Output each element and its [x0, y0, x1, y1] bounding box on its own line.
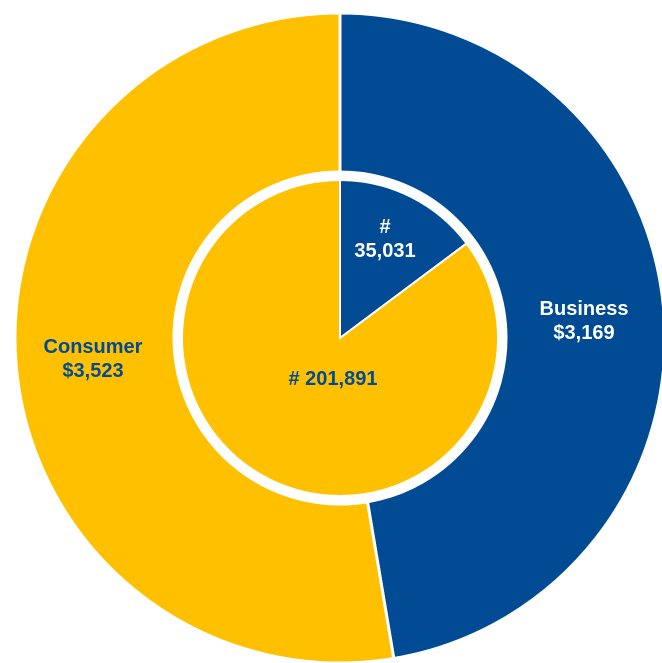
inner-label-business: #35,031: [354, 216, 415, 262]
ring-separator: [173, 171, 507, 505]
inner-slice-business: [339, 178, 468, 340]
outer-label-business: Business $3,169: [540, 298, 629, 344]
inner-slice-consumer: [181, 178, 499, 497]
outer-label-consumer: Consumer $3,523: [44, 336, 143, 382]
inner-label-consumer: # 201,891: [289, 368, 378, 390]
